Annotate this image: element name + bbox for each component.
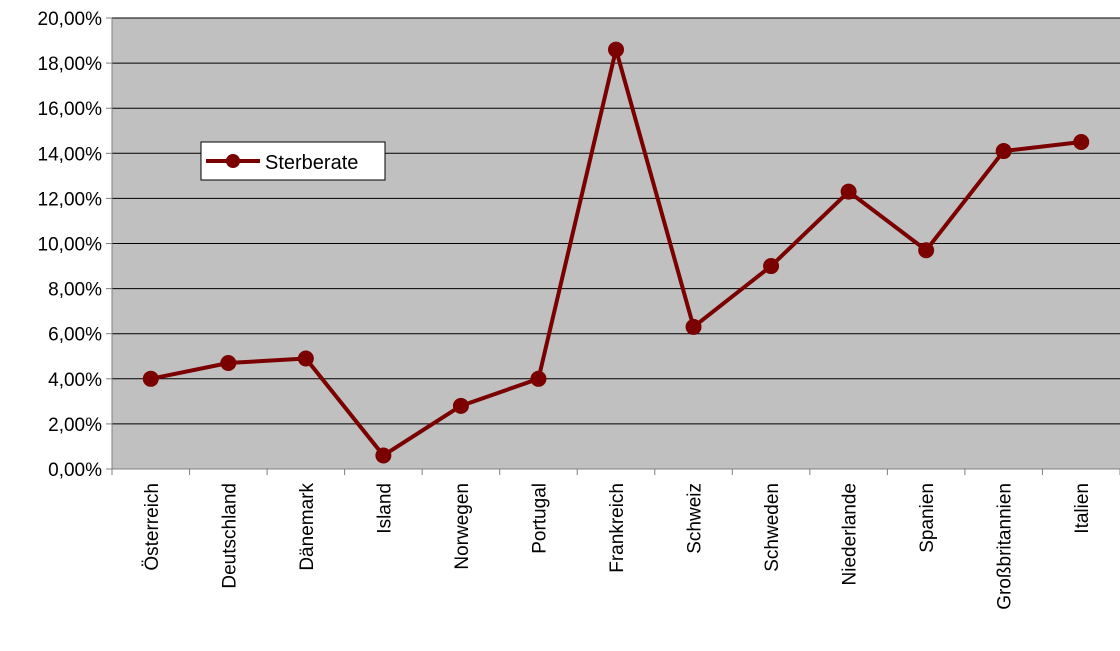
y-tick-label: 2,00% [48, 415, 102, 436]
y-tick-labels: 0,00% 2,00% 4,00% 6,00% 8,00% 10,00% 12,00% 14,… [38, 9, 103, 481]
x-tick-label: Dänemark [297, 483, 318, 571]
x-tick-label: Island [374, 483, 395, 534]
x-tick-label: Schweden [762, 483, 783, 572]
data-point [220, 355, 237, 372]
y-tick-label: 10,00% [38, 235, 103, 256]
legend-label: Sterberate [265, 152, 358, 174]
x-tick-label: Italien [1072, 483, 1093, 534]
series-sterberate [142, 41, 1090, 464]
data-point [840, 183, 857, 200]
data-point [918, 242, 935, 259]
data-point [1073, 134, 1090, 151]
y-tick-label: 14,00% [38, 144, 103, 165]
data-point [297, 350, 314, 367]
y-tick-label: 4,00% [48, 370, 102, 391]
data-point [142, 370, 159, 387]
x-tick-label: Niederlande [840, 483, 861, 585]
data-point [530, 370, 547, 387]
y-tick-label: 0,00% [48, 460, 102, 481]
x-tick-labels: Österreich Deutschland Dänemark Island Norwe… [142, 483, 1093, 610]
x-tick-label: Spanien [917, 483, 938, 553]
x-tick-label: Großbritannien [995, 483, 1016, 610]
data-point [375, 447, 392, 464]
data-point [763, 258, 780, 275]
y-tick-label: 18,00% [38, 54, 103, 75]
gridlines [112, 17, 1120, 425]
legend-box [200, 141, 386, 181]
x-tick-label: Norwegen [452, 483, 473, 570]
legend-marker [226, 154, 240, 168]
legend: Sterberate [200, 141, 386, 181]
data-point [995, 143, 1012, 160]
x-tick-label: Österreich [142, 483, 163, 571]
y-tick-label: 20,00% [38, 9, 103, 30]
y-tick-label: 16,00% [38, 99, 103, 120]
x-tick-label: Deutschland [219, 483, 240, 589]
data-point [452, 397, 469, 414]
axes [106, 17, 1120, 475]
y-tick-label: 8,00% [48, 280, 102, 301]
data-point [685, 318, 702, 335]
x-tick-label: Portugal [529, 483, 550, 554]
data-point [608, 41, 624, 58]
y-tick-label: 12,00% [38, 189, 103, 210]
x-tick-label: Schweiz [685, 483, 706, 554]
x-tick-label: Frankreich [607, 483, 628, 573]
y-tick-label: 6,00% [48, 325, 102, 346]
